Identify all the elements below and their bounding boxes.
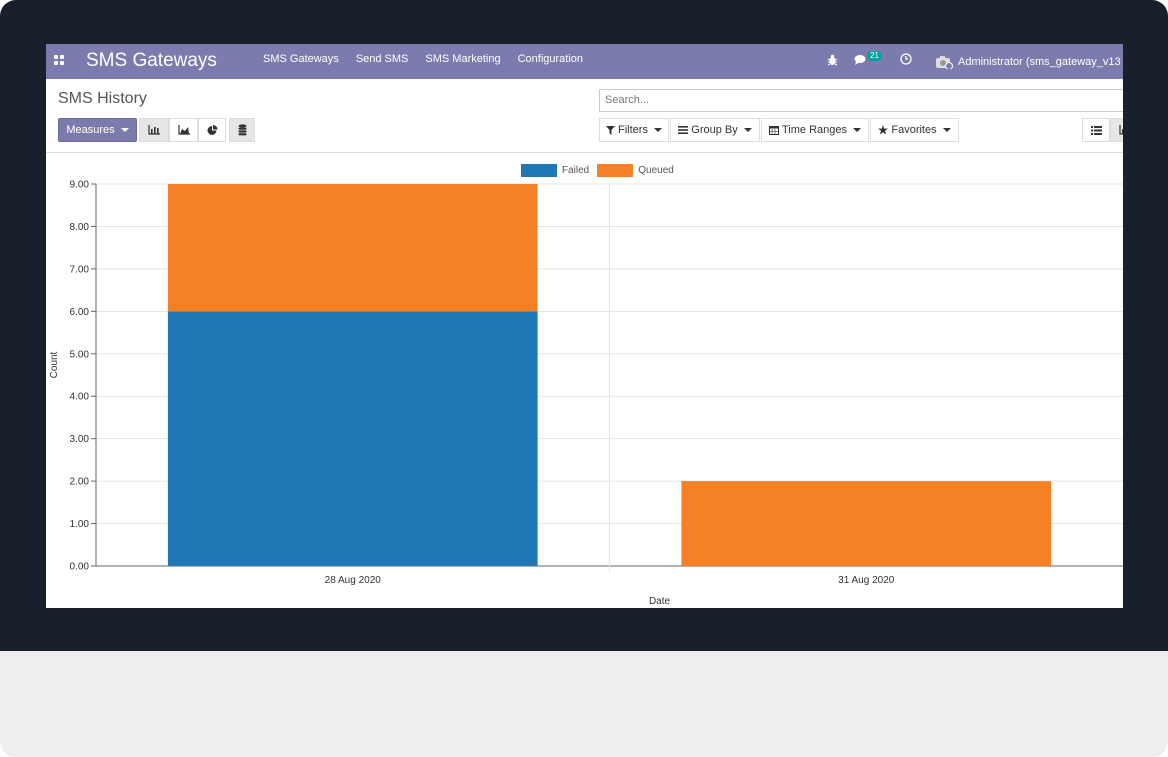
y-axis-label: Count — [49, 351, 60, 378]
graph-view: Failed Queued 0.00 1.00 2.00 3.00 4.00 5.00 6.… — [46, 154, 1123, 608]
y-tick-label: 7.00 — [70, 264, 90, 275]
stacked-toggle-button[interactable] — [229, 118, 255, 142]
group-by-label: Group By — [691, 124, 738, 136]
star-icon — [878, 125, 889, 135]
x-tick-label: 31 Aug 2020 — [838, 575, 895, 586]
x-tick-label: 28 Aug 2020 — [325, 575, 382, 586]
graph-view-icon — [1118, 125, 1123, 135]
main-menu: SMS Gateways Send SMS SMS Marketing Conf… — [263, 53, 583, 65]
pie-chart-mode-button[interactable] — [198, 118, 226, 142]
bar-failed-1[interactable] — [167, 311, 538, 566]
graph-view-button[interactable] — [1110, 118, 1123, 142]
control-panel-divider — [46, 152, 1123, 153]
favorites-label: Favorites — [891, 124, 937, 136]
user-name: Administrator (sms_gateway_v13 — [958, 55, 1121, 68]
filters-label: Filters — [618, 124, 648, 136]
bar-chart: 0.00 1.00 2.00 3.00 4.00 5.00 6.00 7.00 8.00 9.00… — [49, 180, 1123, 607]
legend-label-failed: Failed — [562, 165, 590, 177]
y-tick-label: 5.00 — [70, 349, 90, 360]
favorites-button[interactable]: Favorites — [870, 118, 959, 142]
x-axis-label: Date — [649, 596, 671, 607]
calendar-icon — [768, 126, 779, 135]
monitor-chin — [0, 651, 1168, 757]
legend-item-queued[interactable]: Queued — [597, 164, 674, 177]
line-chart-mode-button[interactable] — [169, 118, 198, 142]
bar-queued-2[interactable] — [681, 481, 1052, 566]
bar-queued-1[interactable] — [167, 184, 538, 312]
legend-item-failed[interactable]: Failed — [521, 164, 589, 177]
app-brand[interactable]: SMS Gateways — [86, 50, 217, 71]
y-tick-label: 9.00 — [70, 180, 90, 191]
group-by-button[interactable]: Group By — [670, 118, 760, 142]
time-ranges-button[interactable]: Time Ranges — [761, 118, 869, 142]
menu-send-sms[interactable]: Send SMS — [355, 53, 409, 65]
chat-icon[interactable] — [854, 54, 868, 66]
menu-configuration[interactable]: Configuration — [517, 53, 584, 65]
area-chart-icon — [177, 125, 190, 135]
bars-icon — [678, 126, 689, 134]
app-screen: SMS Gateways SMS Gateways Send SMS SMS M… — [46, 44, 1123, 608]
page-title: SMS History — [58, 90, 147, 107]
y-tick-label: 4.00 — [70, 392, 90, 403]
time-ranges-label: Time Ranges — [781, 124, 847, 136]
bar-chart-mode-button[interactable] — [139, 118, 169, 142]
y-tick-label: 6.00 — [70, 307, 90, 318]
debug-bug-icon[interactable] — [827, 54, 838, 66]
user-avatar-icon — [936, 55, 953, 69]
y-tick-label: 8.00 — [70, 222, 90, 233]
apps-menu-icon[interactable] — [54, 55, 65, 66]
legend-swatch-failed — [521, 164, 557, 177]
y-tick-label: 1.00 — [70, 519, 90, 530]
y-tick-label: 3.00 — [70, 434, 90, 445]
legend-label-queued: Queued — [638, 165, 674, 177]
user-menu[interactable]: Administrator (sms_gateway_v13 — [935, 44, 1121, 79]
bar-chart-icon — [148, 125, 160, 135]
legend-swatch-queued — [597, 164, 634, 177]
chart-legend: Failed Queued — [521, 164, 674, 177]
activity-clock-icon[interactable] — [900, 53, 912, 65]
message-count-badge: 21 — [867, 51, 882, 61]
y-tick-label: 0.00 — [70, 562, 90, 573]
navbar: SMS Gateways SMS Gateways Send SMS SMS M… — [46, 44, 1123, 79]
menu-sms-marketing[interactable]: SMS Marketing — [425, 53, 501, 65]
menu-sms-gateways[interactable]: SMS Gateways — [263, 53, 339, 65]
list-icon — [1090, 125, 1102, 135]
y-tick-label: 2.00 — [70, 477, 90, 488]
pie-chart-icon — [207, 124, 217, 135]
database-stack-icon — [238, 124, 246, 136]
list-view-button[interactable] — [1082, 118, 1110, 142]
filters-button[interactable]: Filters — [599, 118, 669, 142]
measures-button[interactable]: Measures — [58, 118, 137, 142]
filter-icon — [606, 125, 616, 135]
measures-label: Measures — [66, 124, 115, 136]
search-input[interactable]: Search... — [599, 89, 1123, 112]
